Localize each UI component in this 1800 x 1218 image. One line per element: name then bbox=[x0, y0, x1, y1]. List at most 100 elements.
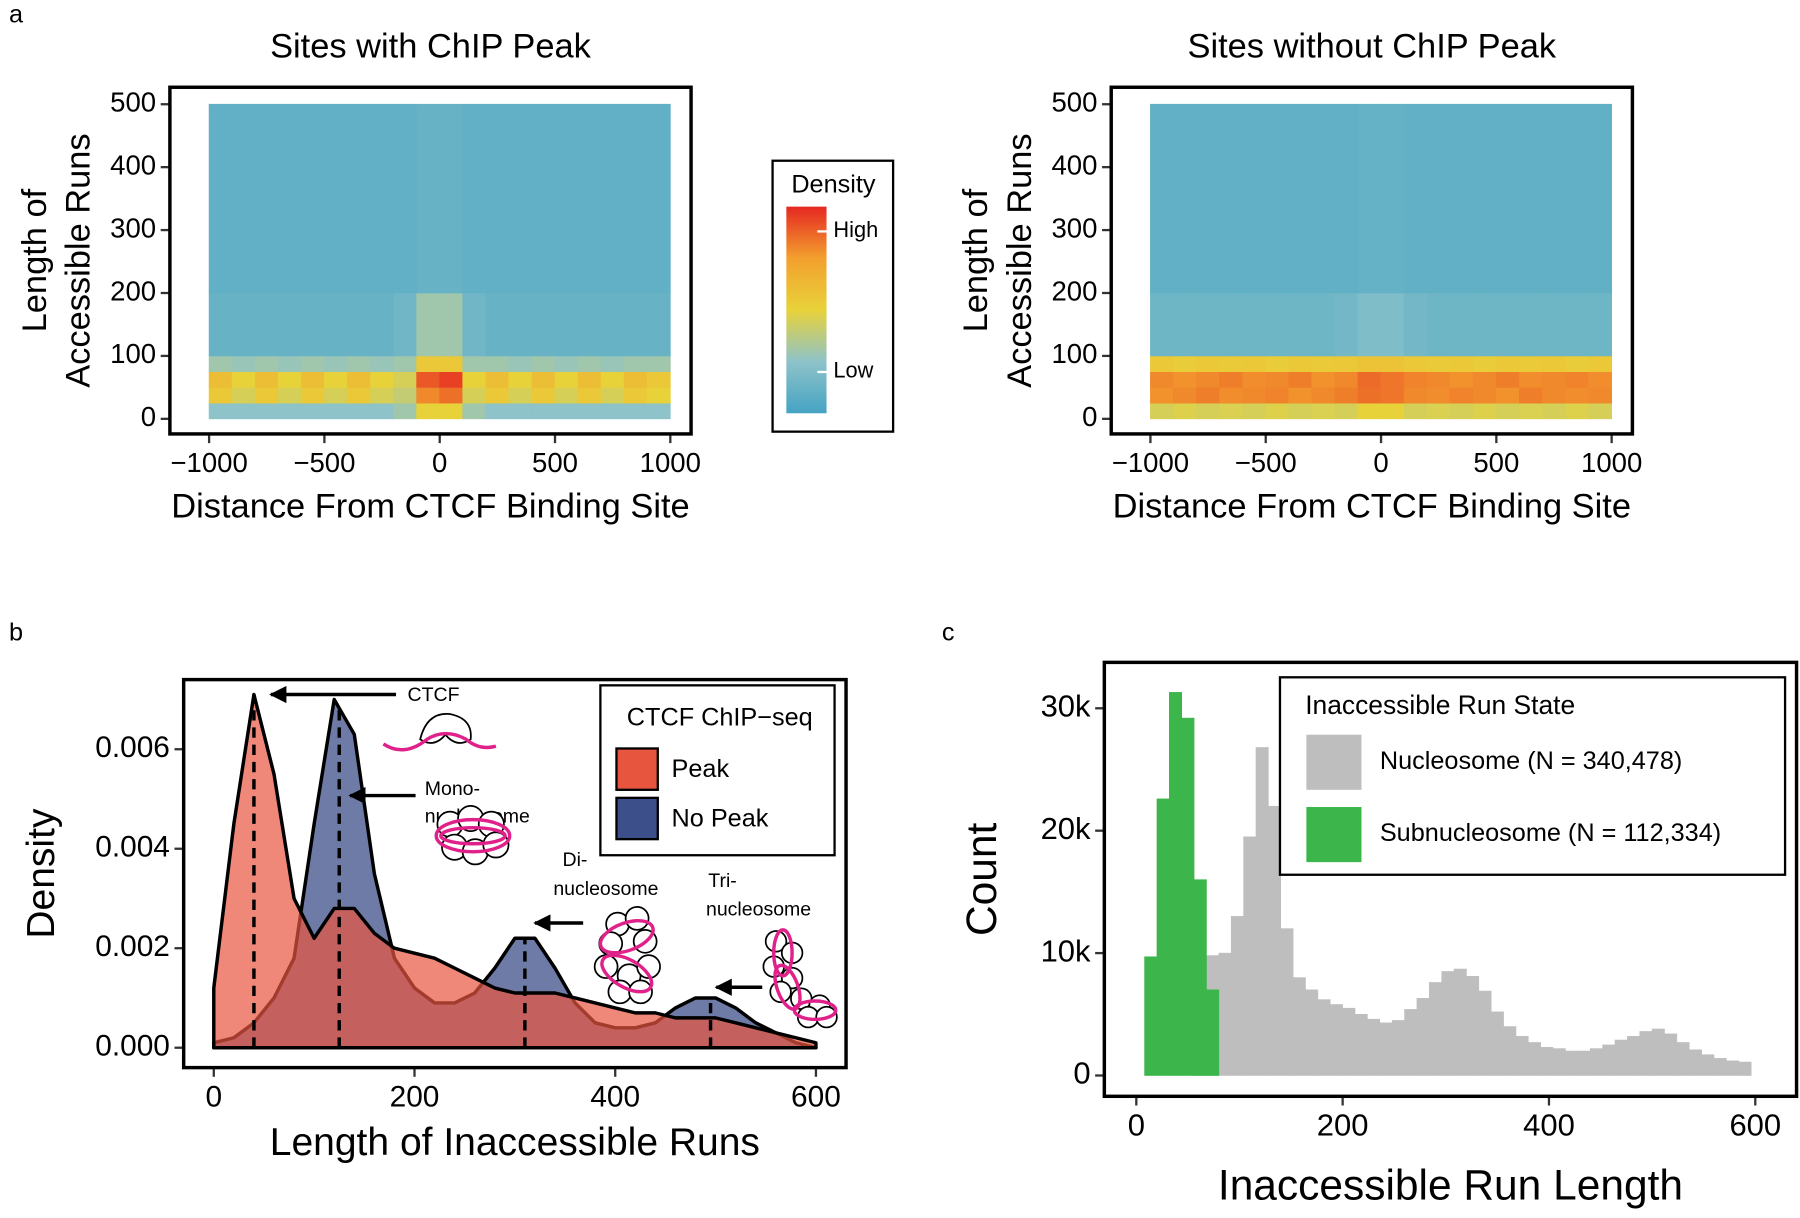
heat-cell bbox=[1426, 355, 1451, 372]
heat-cell bbox=[646, 355, 671, 372]
heat-cell bbox=[1565, 292, 1589, 357]
heat-cell bbox=[416, 292, 441, 357]
dna-strand bbox=[382, 731, 497, 752]
heat-cell bbox=[1196, 103, 1220, 294]
heat-cell bbox=[1334, 402, 1359, 420]
heat-cell bbox=[600, 387, 625, 404]
y-tick-label: 400 bbox=[1051, 149, 1097, 180]
heat-cell bbox=[623, 387, 648, 404]
heat-cell bbox=[254, 355, 279, 372]
heat-cell bbox=[600, 292, 625, 357]
heat-cell bbox=[439, 355, 464, 372]
heat-cell bbox=[462, 371, 487, 388]
hist-bar bbox=[1515, 1036, 1529, 1076]
heat-cell bbox=[277, 402, 302, 420]
heat-cell bbox=[508, 355, 533, 372]
heat-cell bbox=[1472, 355, 1497, 372]
panel-label: b bbox=[9, 618, 23, 646]
heat-cell bbox=[577, 292, 602, 357]
heat-cell bbox=[1403, 387, 1428, 404]
heat-cell bbox=[623, 355, 648, 372]
heat-cell bbox=[1519, 387, 1543, 404]
y-tick-label: 300 bbox=[1051, 212, 1097, 243]
heat-cell bbox=[393, 103, 417, 294]
x-tick-label: 200 bbox=[390, 1080, 440, 1113]
heat-cell bbox=[1150, 387, 1174, 404]
heat-cell bbox=[277, 292, 302, 357]
heat-cell bbox=[324, 371, 348, 388]
heat-cell bbox=[231, 371, 256, 388]
heat-cell bbox=[508, 103, 533, 294]
hist-bar bbox=[1329, 1004, 1343, 1076]
heat-cell bbox=[485, 371, 510, 388]
heat-cell bbox=[231, 355, 256, 372]
heat-cell bbox=[1173, 355, 1197, 372]
heat-cell bbox=[1380, 103, 1405, 294]
heat-cell bbox=[1311, 355, 1336, 372]
dna-wrap bbox=[434, 817, 512, 854]
heat-cell bbox=[1565, 355, 1589, 372]
heat-cell bbox=[1311, 387, 1336, 404]
heat-cell bbox=[416, 387, 441, 404]
heat-cell bbox=[1380, 402, 1405, 420]
hist-bar bbox=[1466, 976, 1480, 1076]
hist-bar bbox=[1453, 968, 1467, 1076]
plot-frame bbox=[1109, 85, 1635, 436]
heat-cell bbox=[1196, 355, 1220, 372]
x-tick-label: 1000 bbox=[1581, 447, 1642, 478]
heat-cell bbox=[1242, 387, 1267, 404]
plot-frame bbox=[168, 85, 693, 436]
heat-cell bbox=[416, 371, 441, 388]
x-tick-label: −500 bbox=[293, 447, 355, 478]
colorbar-gradient bbox=[786, 206, 827, 414]
heat-cell bbox=[485, 387, 510, 404]
heat-cell bbox=[1542, 292, 1566, 357]
heat-cell bbox=[1150, 371, 1174, 388]
legend-box bbox=[1278, 676, 1787, 876]
heat-cell bbox=[1150, 292, 1174, 357]
heat-cell bbox=[1495, 292, 1520, 357]
heat-cell bbox=[1242, 292, 1267, 357]
heat-cell bbox=[531, 355, 556, 372]
y-tick-label: 500 bbox=[110, 87, 156, 118]
hist-bar bbox=[1528, 1042, 1542, 1076]
heat-cell bbox=[623, 292, 648, 357]
heat-cell bbox=[1196, 292, 1220, 357]
hist-bar bbox=[1317, 999, 1331, 1076]
heat-cell bbox=[1426, 402, 1451, 420]
hist-bar bbox=[1503, 1026, 1517, 1076]
hist-bar bbox=[1181, 717, 1195, 1076]
heat-cell bbox=[1426, 387, 1451, 404]
legend-title: Inaccessible Run State bbox=[1305, 690, 1575, 720]
heat-cell bbox=[554, 355, 579, 372]
heat-cell bbox=[416, 355, 441, 372]
heat-cell bbox=[370, 402, 394, 420]
x-tick-label: 400 bbox=[1523, 1107, 1575, 1142]
x-tick-label: 0 bbox=[205, 1080, 222, 1113]
heat-cell bbox=[1242, 402, 1267, 420]
heat-cell bbox=[370, 355, 394, 372]
hist-bar bbox=[1701, 1054, 1715, 1076]
heat-cell bbox=[1426, 292, 1451, 357]
hist-bar bbox=[1639, 1031, 1653, 1076]
heat-cell bbox=[277, 387, 302, 404]
dna-wrap bbox=[439, 825, 507, 846]
x-axis-label: Inaccessible Run Length bbox=[1218, 1161, 1683, 1208]
heat-cell bbox=[485, 355, 510, 372]
heat-cell bbox=[577, 387, 602, 404]
hist-bar bbox=[1713, 1058, 1727, 1076]
heat-cell bbox=[485, 103, 510, 294]
heat-cell bbox=[485, 402, 510, 420]
heat-cell bbox=[254, 387, 279, 404]
heat-cell bbox=[347, 387, 371, 404]
heat-cell bbox=[439, 371, 464, 388]
heat-cell bbox=[1449, 292, 1474, 357]
hist-bar bbox=[1416, 998, 1430, 1076]
heat-cell bbox=[1449, 371, 1474, 388]
heat-cell bbox=[1334, 103, 1359, 294]
legend-swatch bbox=[615, 796, 659, 841]
hist-bar bbox=[1243, 836, 1257, 1076]
heat-cell bbox=[1380, 355, 1405, 372]
heat-cell bbox=[1542, 371, 1566, 388]
